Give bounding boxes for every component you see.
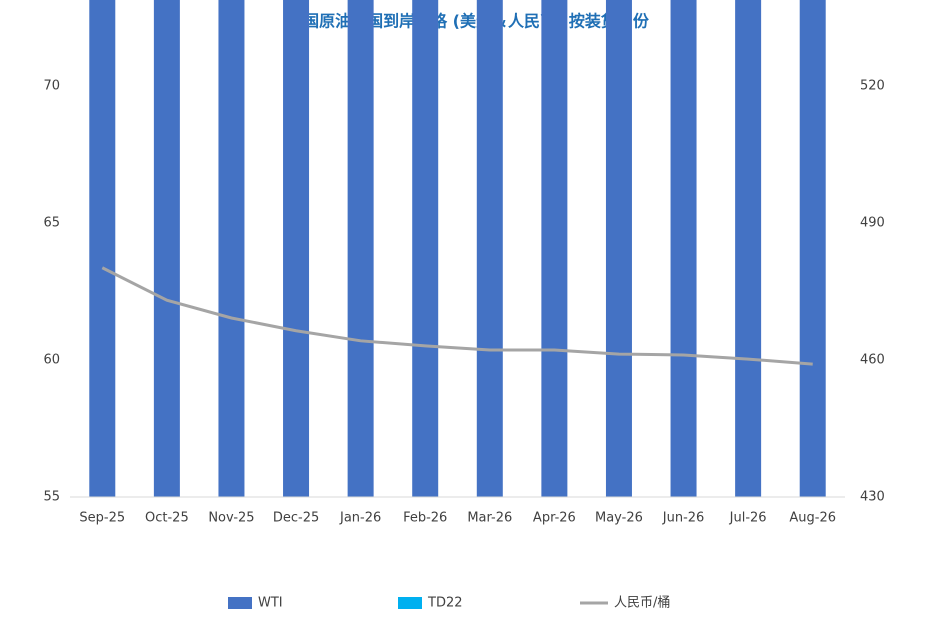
- y-tick-label: 70: [43, 79, 60, 94]
- y2-tick-label: 430: [860, 490, 885, 505]
- chart-title: 美国原油中国到岸价格 (美元＆人民币) 按装货月份: [287, 12, 650, 31]
- y2-tick-label: 490: [860, 216, 885, 231]
- legend-label: 人民币/桶: [614, 596, 670, 611]
- bar: [412, 0, 439, 497]
- bar: [541, 0, 568, 497]
- x-tick-label: Oct-25: [145, 511, 189, 526]
- bar: [735, 0, 762, 497]
- x-tick-label: Jan-26: [339, 511, 381, 526]
- x-tick-label: Apr-26: [533, 511, 576, 526]
- x-tick-label: Mar-26: [467, 511, 512, 526]
- bar: [670, 0, 697, 497]
- line: [101, 266, 813, 366]
- x-tick-label: Feb-26: [403, 511, 447, 526]
- y2-tick-label: 460: [860, 353, 885, 368]
- bar: [347, 0, 374, 497]
- bar: [799, 0, 826, 497]
- legend-swatch: [398, 597, 422, 609]
- y2-tick-label: 520: [860, 79, 885, 94]
- x-tick-label: Jul-26: [729, 511, 767, 526]
- legend-swatch: [228, 597, 252, 609]
- bar: [153, 0, 180, 497]
- x-tick-label: Sep-25: [79, 511, 125, 526]
- x-tick-label: Aug-26: [789, 511, 836, 526]
- x-tick-label: Jun-26: [662, 511, 705, 526]
- legend-label: WTI: [258, 596, 283, 611]
- bar: [89, 0, 116, 497]
- bar: [283, 0, 310, 497]
- legend-label: TD22: [427, 596, 463, 611]
- bar: [476, 0, 503, 497]
- bar: [605, 0, 632, 497]
- bar: [218, 0, 245, 497]
- x-tick-label: Dec-25: [273, 511, 319, 526]
- y-tick-label: 55: [43, 490, 60, 505]
- x-tick-label: May-26: [595, 511, 643, 526]
- y-tick-label: 65: [43, 216, 60, 231]
- y-tick-label: 60: [43, 353, 60, 368]
- x-tick-label: Nov-25: [208, 511, 254, 526]
